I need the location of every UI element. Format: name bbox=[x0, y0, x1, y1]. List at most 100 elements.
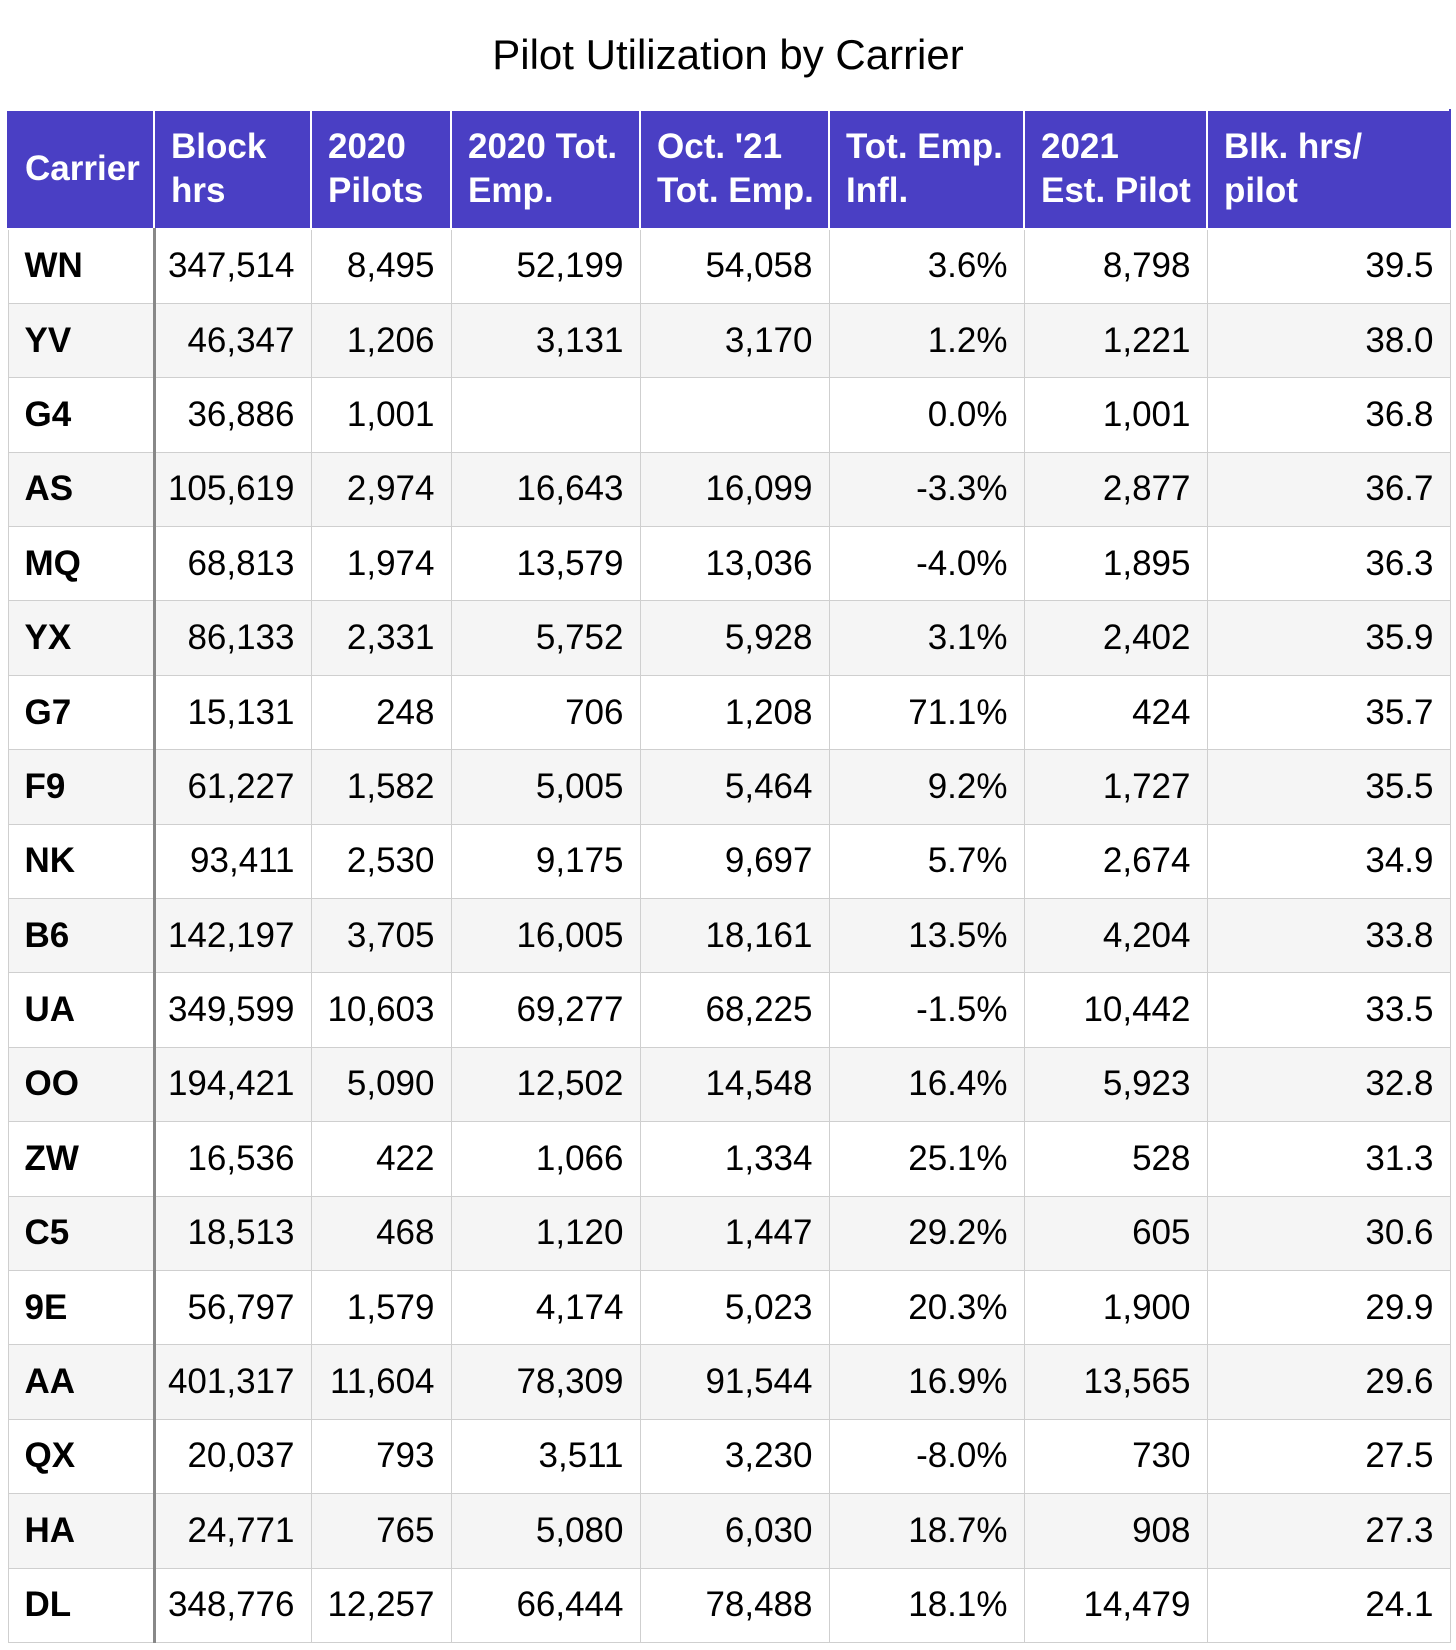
pilots-2020-cell: 468 bbox=[310, 1195, 452, 1271]
est-pilot-2021-cell: 13,565 bbox=[1023, 1344, 1208, 1420]
est-pilot-2021-cell: 1,221 bbox=[1023, 302, 1208, 379]
blk-hrs-per-pilot-cell: 35.9 bbox=[1206, 600, 1451, 676]
est-pilot-2021-cell: 1,001 bbox=[1023, 377, 1208, 453]
table-row: OO 194,421 5,090 12,502 14,548 16.4% 5,923 32.8 bbox=[7, 1046, 1451, 1123]
total-emp-oct21-cell: 78,488 bbox=[639, 1567, 830, 1643]
table-row: HA 24,771 765 5,080 6,030 18.7% 908 27.3 bbox=[7, 1493, 1451, 1569]
total-emp-2020-cell: 1,120 bbox=[450, 1195, 641, 1271]
total-emp-2020-cell: 5,080 bbox=[450, 1493, 641, 1569]
table-row: 9E 56,797 1,579 4,174 5,023 20.3% 1,900 29.9 bbox=[7, 1269, 1451, 1346]
total-emp-2020-cell: 5,752 bbox=[450, 600, 641, 676]
table-row: AS 105,619 2,974 16,643 16,099 -3.3% 2,877 36.7 bbox=[7, 451, 1451, 528]
carrier-cell: G4 bbox=[7, 377, 156, 453]
pilots-2020-cell: 1,001 bbox=[310, 377, 452, 453]
total-emp-oct21-cell: 6,030 bbox=[639, 1493, 830, 1569]
header-row: Carrier Block hrs 2020 Pilots 2020 Tot. Emp… bbox=[7, 109, 1451, 230]
table-row: QX 20,037 793 3,511 3,230 -8.0% 730 27.5 bbox=[7, 1418, 1451, 1495]
block-hrs-cell: 348,776 bbox=[153, 1567, 312, 1643]
total-emp-oct21-cell bbox=[639, 377, 830, 453]
total-emp-oct21-cell: 1,334 bbox=[639, 1121, 830, 1197]
blk-hrs-per-pilot-header: Blk. hrs/ pilot bbox=[1206, 109, 1451, 230]
table-header: Carrier Block hrs 2020 Pilots 2020 Tot. Emp… bbox=[7, 109, 1451, 230]
table-row: AA 401,317 11,604 78,309 91,544 16.9% 13,565 29… bbox=[7, 1344, 1451, 1420]
total-emp-oct21-cell: 54,058 bbox=[639, 228, 830, 304]
total-emp-inflation-cell: 29.2% bbox=[828, 1195, 1025, 1271]
pilots-2020-cell: 1,974 bbox=[310, 526, 452, 602]
table-row: G4 36,886 1,001 0.0% 1,001 36.8 bbox=[7, 377, 1451, 453]
est-pilot-2021-cell: 1,895 bbox=[1023, 526, 1208, 602]
total-emp-inflation-cell: 16.4% bbox=[828, 1046, 1025, 1123]
pilots-2020-cell: 1,582 bbox=[310, 749, 452, 825]
total-emp-inflation-cell: -1.5% bbox=[828, 972, 1025, 1048]
total-emp-inflation-cell: 13.5% bbox=[828, 898, 1025, 974]
total-emp-inflation-cell: 5.7% bbox=[828, 823, 1025, 900]
carrier-cell: B6 bbox=[7, 898, 156, 974]
blk-hrs-per-pilot-cell: 35.5 bbox=[1206, 749, 1451, 825]
pilots-2020-header: 2020 Pilots bbox=[310, 109, 452, 230]
block-hrs-cell: 93,411 bbox=[153, 823, 312, 900]
total-emp-2020-cell bbox=[450, 377, 641, 453]
est-pilot-2021-cell: 1,727 bbox=[1023, 749, 1208, 825]
block-hrs-cell: 194,421 bbox=[153, 1046, 312, 1123]
table-row: ZW 16,536 422 1,066 1,334 25.1% 528 31.3 bbox=[7, 1121, 1451, 1197]
pilots-2020-cell: 422 bbox=[310, 1121, 452, 1197]
carrier-cell: UA bbox=[7, 972, 156, 1048]
table-body: WN 347,514 8,495 52,199 54,058 3.6% 8,798 39.5 Y… bbox=[7, 228, 1451, 1643]
blk-hrs-per-pilot-cell: 38.0 bbox=[1206, 302, 1451, 379]
carrier-cell: YV bbox=[7, 302, 156, 379]
carrier-cell: AS bbox=[7, 451, 156, 528]
total-emp-inflation-cell: 16.9% bbox=[828, 1344, 1025, 1420]
blk-hrs-per-pilot-cell: 36.7 bbox=[1206, 451, 1451, 528]
total-emp-2020-cell: 3,511 bbox=[450, 1418, 641, 1495]
total-emp-2020-header: 2020 Tot. Emp. bbox=[450, 109, 641, 230]
total-emp-2020-cell: 16,643 bbox=[450, 451, 641, 528]
total-emp-inflation-cell: 1.2% bbox=[828, 302, 1025, 379]
block-hrs-cell: 16,536 bbox=[153, 1121, 312, 1197]
total-emp-inflation-cell: 20.3% bbox=[828, 1269, 1025, 1346]
table-row: B6 142,197 3,705 16,005 18,161 13.5% 4,204 33.8 bbox=[7, 898, 1451, 974]
total-emp-oct21-cell: 68,225 bbox=[639, 972, 830, 1048]
block-hrs-cell: 24,771 bbox=[153, 1493, 312, 1569]
total-emp-2020-cell: 52,199 bbox=[450, 228, 641, 304]
total-emp-2020-cell: 9,175 bbox=[450, 823, 641, 900]
total-emp-2020-cell: 13,579 bbox=[450, 526, 641, 602]
table-row: C5 18,513 468 1,120 1,447 29.2% 605 30.6 bbox=[7, 1195, 1451, 1271]
est-pilot-2021-cell: 14,479 bbox=[1023, 1567, 1208, 1643]
total-emp-2020-cell: 12,502 bbox=[450, 1046, 641, 1123]
total-emp-inflation-cell: 25.1% bbox=[828, 1121, 1025, 1197]
block-hrs-cell: 36,886 bbox=[153, 377, 312, 453]
total-emp-2020-cell: 78,309 bbox=[450, 1344, 641, 1420]
total-emp-2020-cell: 5,005 bbox=[450, 749, 641, 825]
blk-hrs-per-pilot-cell: 29.9 bbox=[1206, 1269, 1451, 1346]
total-emp-inflation-cell: 3.1% bbox=[828, 600, 1025, 676]
block-hrs-cell: 20,037 bbox=[153, 1418, 312, 1495]
block-hrs-cell: 142,197 bbox=[153, 898, 312, 974]
pilots-2020-cell: 765 bbox=[310, 1493, 452, 1569]
pilots-2020-cell: 2,974 bbox=[310, 451, 452, 528]
block-hrs-cell: 46,347 bbox=[153, 302, 312, 379]
total-emp-inflation-cell: 0.0% bbox=[828, 377, 1025, 453]
block-hrs-cell: 18,513 bbox=[153, 1195, 312, 1271]
carrier-cell: DL bbox=[7, 1567, 156, 1643]
total-emp-oct21-cell: 91,544 bbox=[639, 1344, 830, 1420]
blk-hrs-per-pilot-cell: 27.3 bbox=[1206, 1493, 1451, 1569]
total-emp-inflation-cell: 18.7% bbox=[828, 1493, 1025, 1569]
carrier-cell: G7 bbox=[7, 674, 156, 751]
total-emp-2020-cell: 69,277 bbox=[450, 972, 641, 1048]
block-hrs-cell: 401,317 bbox=[153, 1344, 312, 1420]
total-emp-oct21-cell: 14,548 bbox=[639, 1046, 830, 1123]
blk-hrs-per-pilot-cell: 34.9 bbox=[1206, 823, 1451, 900]
block-hrs-cell: 86,133 bbox=[153, 600, 312, 676]
est-pilot-2021-cell: 1,900 bbox=[1023, 1269, 1208, 1346]
table-row: DL 348,776 12,257 66,444 78,488 18.1% 14,479 24… bbox=[7, 1567, 1451, 1643]
total-emp-inflation-cell: -3.3% bbox=[828, 451, 1025, 528]
total-emp-oct21-cell: 1,208 bbox=[639, 674, 830, 751]
total-emp-oct21-header: Oct. '21 Tot. Emp. bbox=[639, 109, 830, 230]
blk-hrs-per-pilot-cell: 35.7 bbox=[1206, 674, 1451, 751]
est-pilot-2021-cell: 730 bbox=[1023, 1418, 1208, 1495]
blk-hrs-per-pilot-cell: 33.8 bbox=[1206, 898, 1451, 974]
est-pilot-2021-cell: 528 bbox=[1023, 1121, 1208, 1197]
pilots-2020-cell: 5,090 bbox=[310, 1046, 452, 1123]
est-pilot-2021-cell: 4,204 bbox=[1023, 898, 1208, 974]
blk-hrs-per-pilot-cell: 33.5 bbox=[1206, 972, 1451, 1048]
